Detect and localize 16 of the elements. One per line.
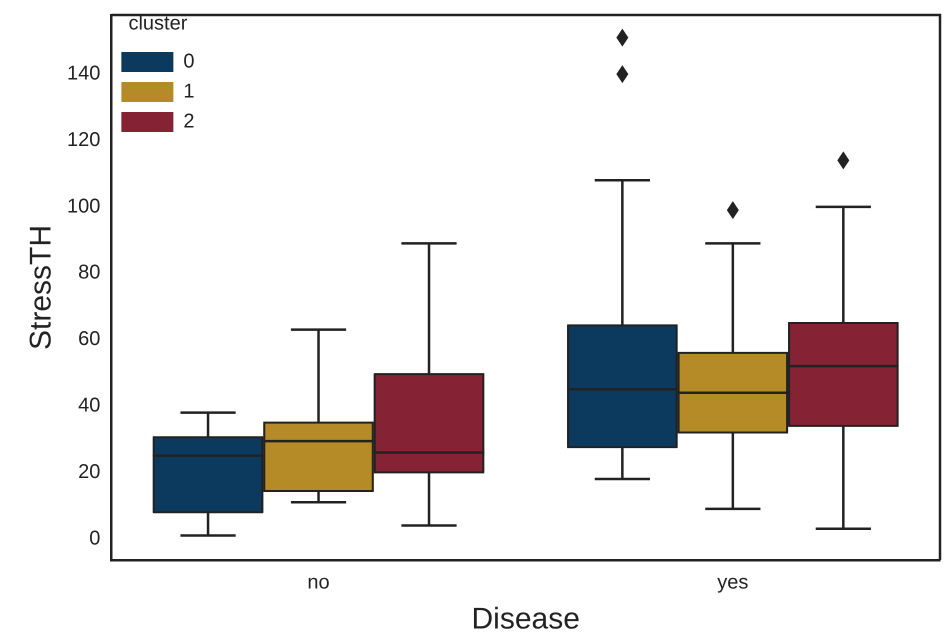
y-tick-label: 100 [66, 195, 100, 218]
legend-label: 2 [183, 110, 194, 133]
legend-title: cluster [128, 12, 188, 35]
y-tick-label: 0 [89, 527, 100, 550]
y-tick-label: 120 [66, 128, 100, 151]
legend-label: 0 [183, 50, 194, 73]
legend-label: 1 [183, 80, 194, 103]
y-tick-label: 20 [78, 460, 100, 483]
x-tick-label: yes [717, 572, 748, 594]
y-tick-label: 140 [66, 62, 100, 85]
x-axis-title: Disease [471, 602, 580, 636]
y-axis-title: StressTH [24, 224, 58, 350]
y-tick-label: 60 [78, 328, 100, 350]
x-tick-label: no [307, 572, 330, 594]
y-tick-label: 80 [78, 262, 100, 284]
y-tick-label: 40 [78, 394, 100, 417]
